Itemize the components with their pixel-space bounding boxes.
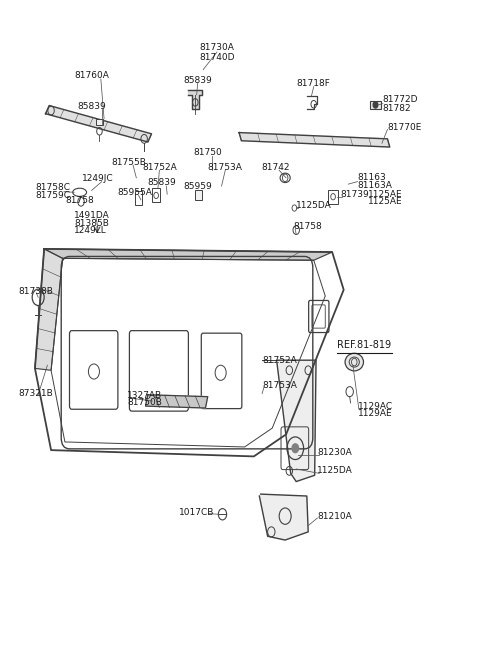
Bar: [153, 188, 160, 202]
Text: 85839: 85839: [77, 102, 106, 111]
Polygon shape: [46, 105, 152, 142]
Circle shape: [373, 102, 378, 108]
Text: 81750: 81750: [193, 148, 222, 157]
Text: 1017CB: 1017CB: [179, 508, 215, 517]
Ellipse shape: [345, 353, 363, 371]
Circle shape: [292, 444, 299, 453]
Text: 85839: 85839: [147, 178, 176, 187]
Text: 1125AE: 1125AE: [368, 190, 403, 198]
Bar: [328, 190, 338, 204]
Polygon shape: [239, 132, 390, 147]
Bar: [96, 119, 103, 125]
Text: 1125DA: 1125DA: [317, 466, 353, 476]
Text: 85955A: 85955A: [118, 188, 152, 196]
Text: 81760A: 81760A: [74, 71, 109, 81]
Text: 1249LL: 1249LL: [74, 226, 107, 235]
Text: 81753A: 81753A: [208, 162, 243, 172]
Text: 1129AC: 1129AC: [358, 402, 393, 411]
Text: 1491DA: 1491DA: [74, 211, 110, 220]
Bar: [195, 190, 202, 200]
Polygon shape: [145, 395, 208, 408]
Text: 81742: 81742: [262, 162, 290, 172]
Text: 81163A: 81163A: [358, 181, 392, 190]
Text: 81385B: 81385B: [74, 219, 109, 228]
Text: 81738B: 81738B: [18, 286, 53, 295]
Bar: [135, 191, 142, 205]
Text: 81730A: 81730A: [200, 43, 234, 52]
Text: 81782: 81782: [383, 103, 411, 113]
Text: 85839: 85839: [183, 76, 212, 85]
Text: 81740D: 81740D: [199, 52, 235, 62]
Text: 81750B: 81750B: [127, 398, 162, 407]
Polygon shape: [259, 494, 308, 540]
Text: 81753A: 81753A: [262, 381, 297, 390]
Text: 81758C: 81758C: [35, 183, 70, 193]
Bar: [371, 100, 381, 109]
Text: 81755B: 81755B: [111, 159, 146, 167]
Text: 85959: 85959: [183, 181, 212, 191]
Text: 1129AE: 1129AE: [358, 409, 392, 418]
Text: 81752A: 81752A: [262, 356, 297, 365]
Text: 81718F: 81718F: [297, 79, 331, 88]
Text: 81770E: 81770E: [387, 123, 422, 132]
Text: 81752A: 81752A: [142, 162, 177, 172]
Polygon shape: [188, 90, 202, 109]
Text: 1125AE: 1125AE: [368, 197, 403, 206]
Text: 81739: 81739: [340, 190, 369, 198]
Text: 81758: 81758: [293, 223, 322, 231]
Text: 81772D: 81772D: [383, 96, 419, 104]
Text: 1125DA: 1125DA: [296, 201, 332, 210]
Text: 1249JC: 1249JC: [82, 174, 114, 183]
Text: 87321B: 87321B: [18, 389, 53, 398]
Text: 81230A: 81230A: [317, 447, 352, 457]
Text: 81759C: 81759C: [35, 191, 70, 200]
Text: 81758: 81758: [66, 196, 95, 205]
Text: 1327AB: 1327AB: [127, 391, 162, 400]
Polygon shape: [35, 249, 62, 370]
Text: 81163: 81163: [358, 174, 386, 182]
Text: REF.81-819: REF.81-819: [337, 340, 391, 350]
Text: 81210A: 81210A: [317, 512, 352, 521]
Polygon shape: [277, 360, 316, 481]
Polygon shape: [44, 249, 332, 260]
